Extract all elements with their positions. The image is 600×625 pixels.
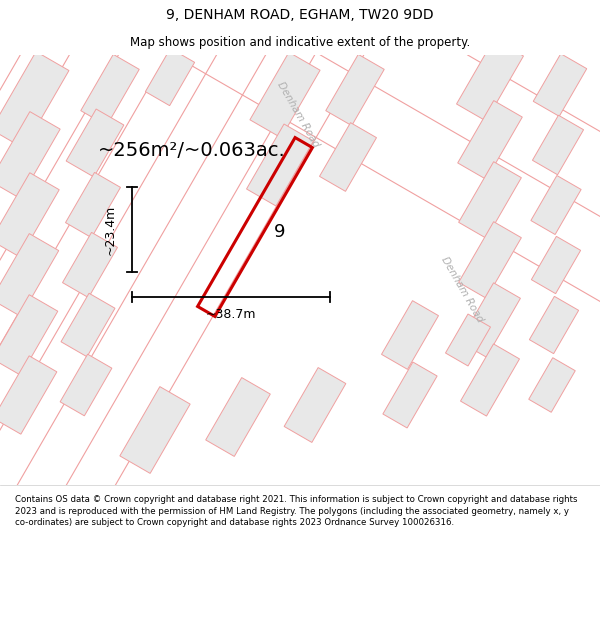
Polygon shape: [0, 112, 60, 198]
Text: 9, DENHAM ROAD, EGHAM, TW20 9DD: 9, DENHAM ROAD, EGHAM, TW20 9DD: [166, 8, 434, 22]
Polygon shape: [0, 234, 59, 316]
Polygon shape: [532, 236, 581, 294]
Polygon shape: [0, 173, 59, 258]
Text: Denham Road: Denham Road: [275, 81, 321, 149]
Polygon shape: [62, 232, 118, 298]
Polygon shape: [326, 54, 384, 126]
Polygon shape: [284, 368, 346, 442]
Text: ~38.7m: ~38.7m: [206, 309, 256, 321]
Polygon shape: [120, 387, 190, 473]
Polygon shape: [145, 48, 194, 106]
Polygon shape: [529, 296, 578, 354]
Polygon shape: [0, 295, 58, 375]
Polygon shape: [458, 222, 521, 298]
Polygon shape: [206, 378, 270, 456]
Polygon shape: [460, 282, 520, 357]
Text: 9: 9: [274, 223, 286, 241]
Polygon shape: [65, 173, 121, 238]
Text: ~23.4m: ~23.4m: [104, 204, 116, 254]
Polygon shape: [457, 39, 523, 121]
Polygon shape: [247, 124, 313, 206]
Polygon shape: [0, 51, 69, 149]
Polygon shape: [461, 344, 520, 416]
Text: Contains OS data © Crown copyright and database right 2021. This information is : Contains OS data © Crown copyright and d…: [15, 495, 577, 528]
Text: Map shows position and indicative extent of the property.: Map shows position and indicative extent…: [130, 36, 470, 49]
Text: Denham Road: Denham Road: [439, 256, 485, 324]
Polygon shape: [458, 162, 521, 238]
Polygon shape: [250, 52, 320, 138]
Polygon shape: [0, 356, 57, 434]
Polygon shape: [61, 293, 115, 357]
Polygon shape: [382, 301, 439, 369]
Polygon shape: [529, 357, 575, 412]
Polygon shape: [533, 54, 587, 116]
Polygon shape: [532, 115, 584, 175]
Polygon shape: [320, 122, 376, 191]
Text: ~256m²/~0.063ac.: ~256m²/~0.063ac.: [98, 141, 286, 159]
Polygon shape: [60, 354, 112, 416]
Polygon shape: [531, 176, 581, 234]
Polygon shape: [81, 54, 139, 126]
Polygon shape: [383, 362, 437, 428]
Polygon shape: [445, 314, 491, 366]
Polygon shape: [66, 109, 124, 177]
Polygon shape: [458, 101, 522, 179]
